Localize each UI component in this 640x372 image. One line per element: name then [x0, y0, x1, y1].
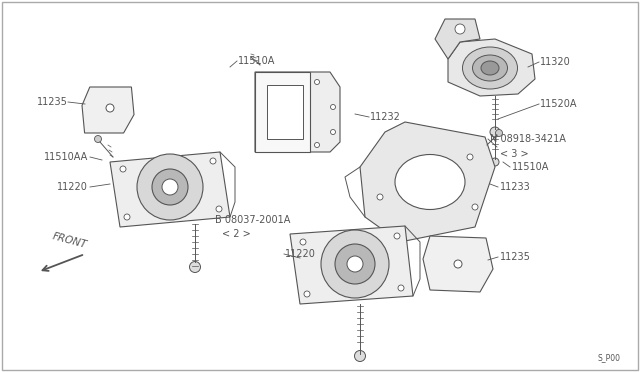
- Polygon shape: [255, 72, 340, 152]
- Circle shape: [398, 285, 404, 291]
- Circle shape: [467, 154, 473, 160]
- Text: 11510A: 11510A: [238, 56, 275, 66]
- Text: 11220: 11220: [57, 182, 88, 192]
- Circle shape: [490, 127, 500, 137]
- Circle shape: [124, 214, 130, 220]
- Circle shape: [394, 233, 400, 239]
- Text: 11233: 11233: [500, 182, 531, 192]
- Circle shape: [347, 256, 363, 272]
- Circle shape: [355, 350, 365, 362]
- Polygon shape: [290, 226, 413, 304]
- Circle shape: [330, 129, 335, 135]
- Circle shape: [314, 80, 319, 84]
- Text: B 08037-2001A: B 08037-2001A: [215, 215, 291, 225]
- Text: 11235: 11235: [500, 252, 531, 262]
- Circle shape: [314, 142, 319, 148]
- Circle shape: [137, 154, 203, 220]
- Text: 11520A: 11520A: [540, 99, 577, 109]
- Circle shape: [216, 206, 222, 212]
- Circle shape: [189, 262, 200, 273]
- Circle shape: [162, 179, 178, 195]
- Ellipse shape: [463, 47, 518, 89]
- Circle shape: [152, 169, 188, 205]
- Polygon shape: [255, 72, 310, 152]
- Circle shape: [120, 166, 126, 172]
- Text: 11235: 11235: [37, 97, 68, 107]
- Circle shape: [377, 194, 383, 200]
- Circle shape: [300, 239, 306, 245]
- Circle shape: [335, 244, 375, 284]
- Text: 11320: 11320: [540, 57, 571, 67]
- Circle shape: [454, 260, 462, 268]
- Polygon shape: [82, 87, 134, 133]
- Text: 11510A: 11510A: [512, 162, 549, 172]
- Text: 11232: 11232: [370, 112, 401, 122]
- Text: S_P00: S_P00: [597, 353, 620, 362]
- Circle shape: [495, 129, 502, 137]
- Polygon shape: [448, 39, 535, 96]
- Polygon shape: [423, 236, 493, 292]
- Text: < 2 >: < 2 >: [222, 229, 251, 239]
- Polygon shape: [360, 122, 495, 242]
- Text: 11510AA: 11510AA: [44, 152, 88, 162]
- Circle shape: [304, 291, 310, 297]
- Circle shape: [330, 105, 335, 109]
- Ellipse shape: [395, 154, 465, 209]
- Circle shape: [491, 158, 499, 166]
- Text: N 08918-3421A: N 08918-3421A: [490, 134, 566, 144]
- Polygon shape: [435, 19, 480, 59]
- Polygon shape: [267, 85, 303, 139]
- Text: < 3 >: < 3 >: [500, 149, 529, 159]
- Text: FRONT: FRONT: [52, 231, 88, 250]
- Circle shape: [210, 158, 216, 164]
- Ellipse shape: [481, 61, 499, 75]
- Circle shape: [106, 104, 114, 112]
- Circle shape: [95, 135, 102, 142]
- Circle shape: [321, 230, 389, 298]
- Text: 11220: 11220: [285, 249, 316, 259]
- Circle shape: [472, 204, 478, 210]
- Polygon shape: [110, 152, 230, 227]
- Ellipse shape: [472, 55, 508, 81]
- Circle shape: [455, 24, 465, 34]
